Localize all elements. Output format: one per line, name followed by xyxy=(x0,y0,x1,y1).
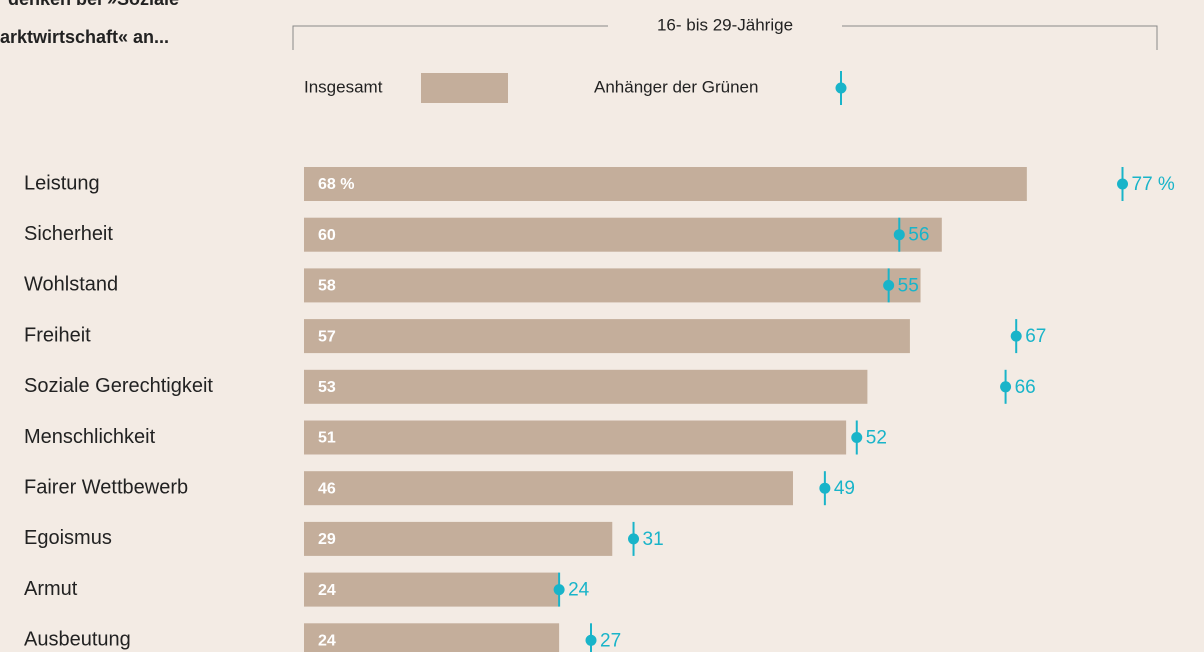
bar xyxy=(304,471,793,506)
header-bracket xyxy=(292,25,1158,50)
marker-value-label: 27 xyxy=(600,630,621,651)
category-label: Ausbeutung xyxy=(24,629,131,651)
legend-swatch xyxy=(421,73,508,103)
category-label: Soziale Gerechtigkeit xyxy=(24,375,213,397)
marker-dot xyxy=(819,482,831,494)
legend-label: Anhänger der Grünen xyxy=(594,77,758,96)
bar xyxy=(304,167,1027,201)
category-label: Leistung xyxy=(24,172,100,194)
bar xyxy=(304,369,868,404)
bar-value-label: 24 xyxy=(318,582,336,599)
category-label: Wohlstand xyxy=(24,274,118,296)
category-label: Menschlichkeit xyxy=(24,426,156,448)
bar-value-label: 58 xyxy=(318,278,336,295)
category-label: Sicherheit xyxy=(24,223,113,245)
bar xyxy=(304,217,942,252)
bar-value-label: 68 % xyxy=(318,176,354,193)
bar xyxy=(304,420,847,455)
marker-dot xyxy=(851,432,863,443)
chart-title: denken bei »Soziale xyxy=(8,0,179,9)
marker-dot xyxy=(883,279,895,291)
bar-value-label: 53 xyxy=(318,379,336,396)
bar xyxy=(304,521,613,556)
legend-label: Insgesamt xyxy=(304,77,383,96)
bar-value-label: 46 xyxy=(318,480,336,497)
marker-value-label: 66 xyxy=(1015,377,1036,398)
bar xyxy=(304,572,560,607)
bar xyxy=(304,623,560,652)
marker-value-label: 56 xyxy=(908,225,929,246)
marker-value-label: 49 xyxy=(834,478,855,499)
marker-dot xyxy=(1000,381,1012,393)
subtitle: 16- bis 29-Jährige xyxy=(657,15,793,34)
marker-value-label: 52 xyxy=(866,428,887,449)
category-label: Armut xyxy=(24,578,78,600)
legend-marker-dot xyxy=(835,82,847,94)
bar xyxy=(304,319,910,354)
marker-value-label: 77 % xyxy=(1132,174,1175,195)
marker-dot xyxy=(585,634,597,646)
marker-dot xyxy=(1117,178,1129,190)
category-label: Fairer Wettbewerb xyxy=(24,476,188,498)
bar-value-label: 60 xyxy=(318,227,336,244)
bar-value-label: 51 xyxy=(318,430,336,447)
marker-value-label: 67 xyxy=(1025,326,1046,347)
chart-title: arktwirtschaft« an... xyxy=(0,27,169,47)
bar-value-label: 57 xyxy=(318,328,336,345)
marker-value-label: 55 xyxy=(898,275,919,296)
marker-dot xyxy=(893,229,905,241)
marker-dot xyxy=(553,584,565,596)
marker-dot xyxy=(1010,330,1022,342)
marker-value-label: 31 xyxy=(643,529,664,550)
bar-value-label: 24 xyxy=(318,633,336,650)
bar xyxy=(304,268,921,303)
category-label: Freiheit xyxy=(24,324,91,346)
marker-value-label: 24 xyxy=(568,580,590,601)
category-label: Egoismus xyxy=(24,527,112,549)
marker-dot xyxy=(628,533,640,545)
bar-value-label: 29 xyxy=(318,531,336,548)
